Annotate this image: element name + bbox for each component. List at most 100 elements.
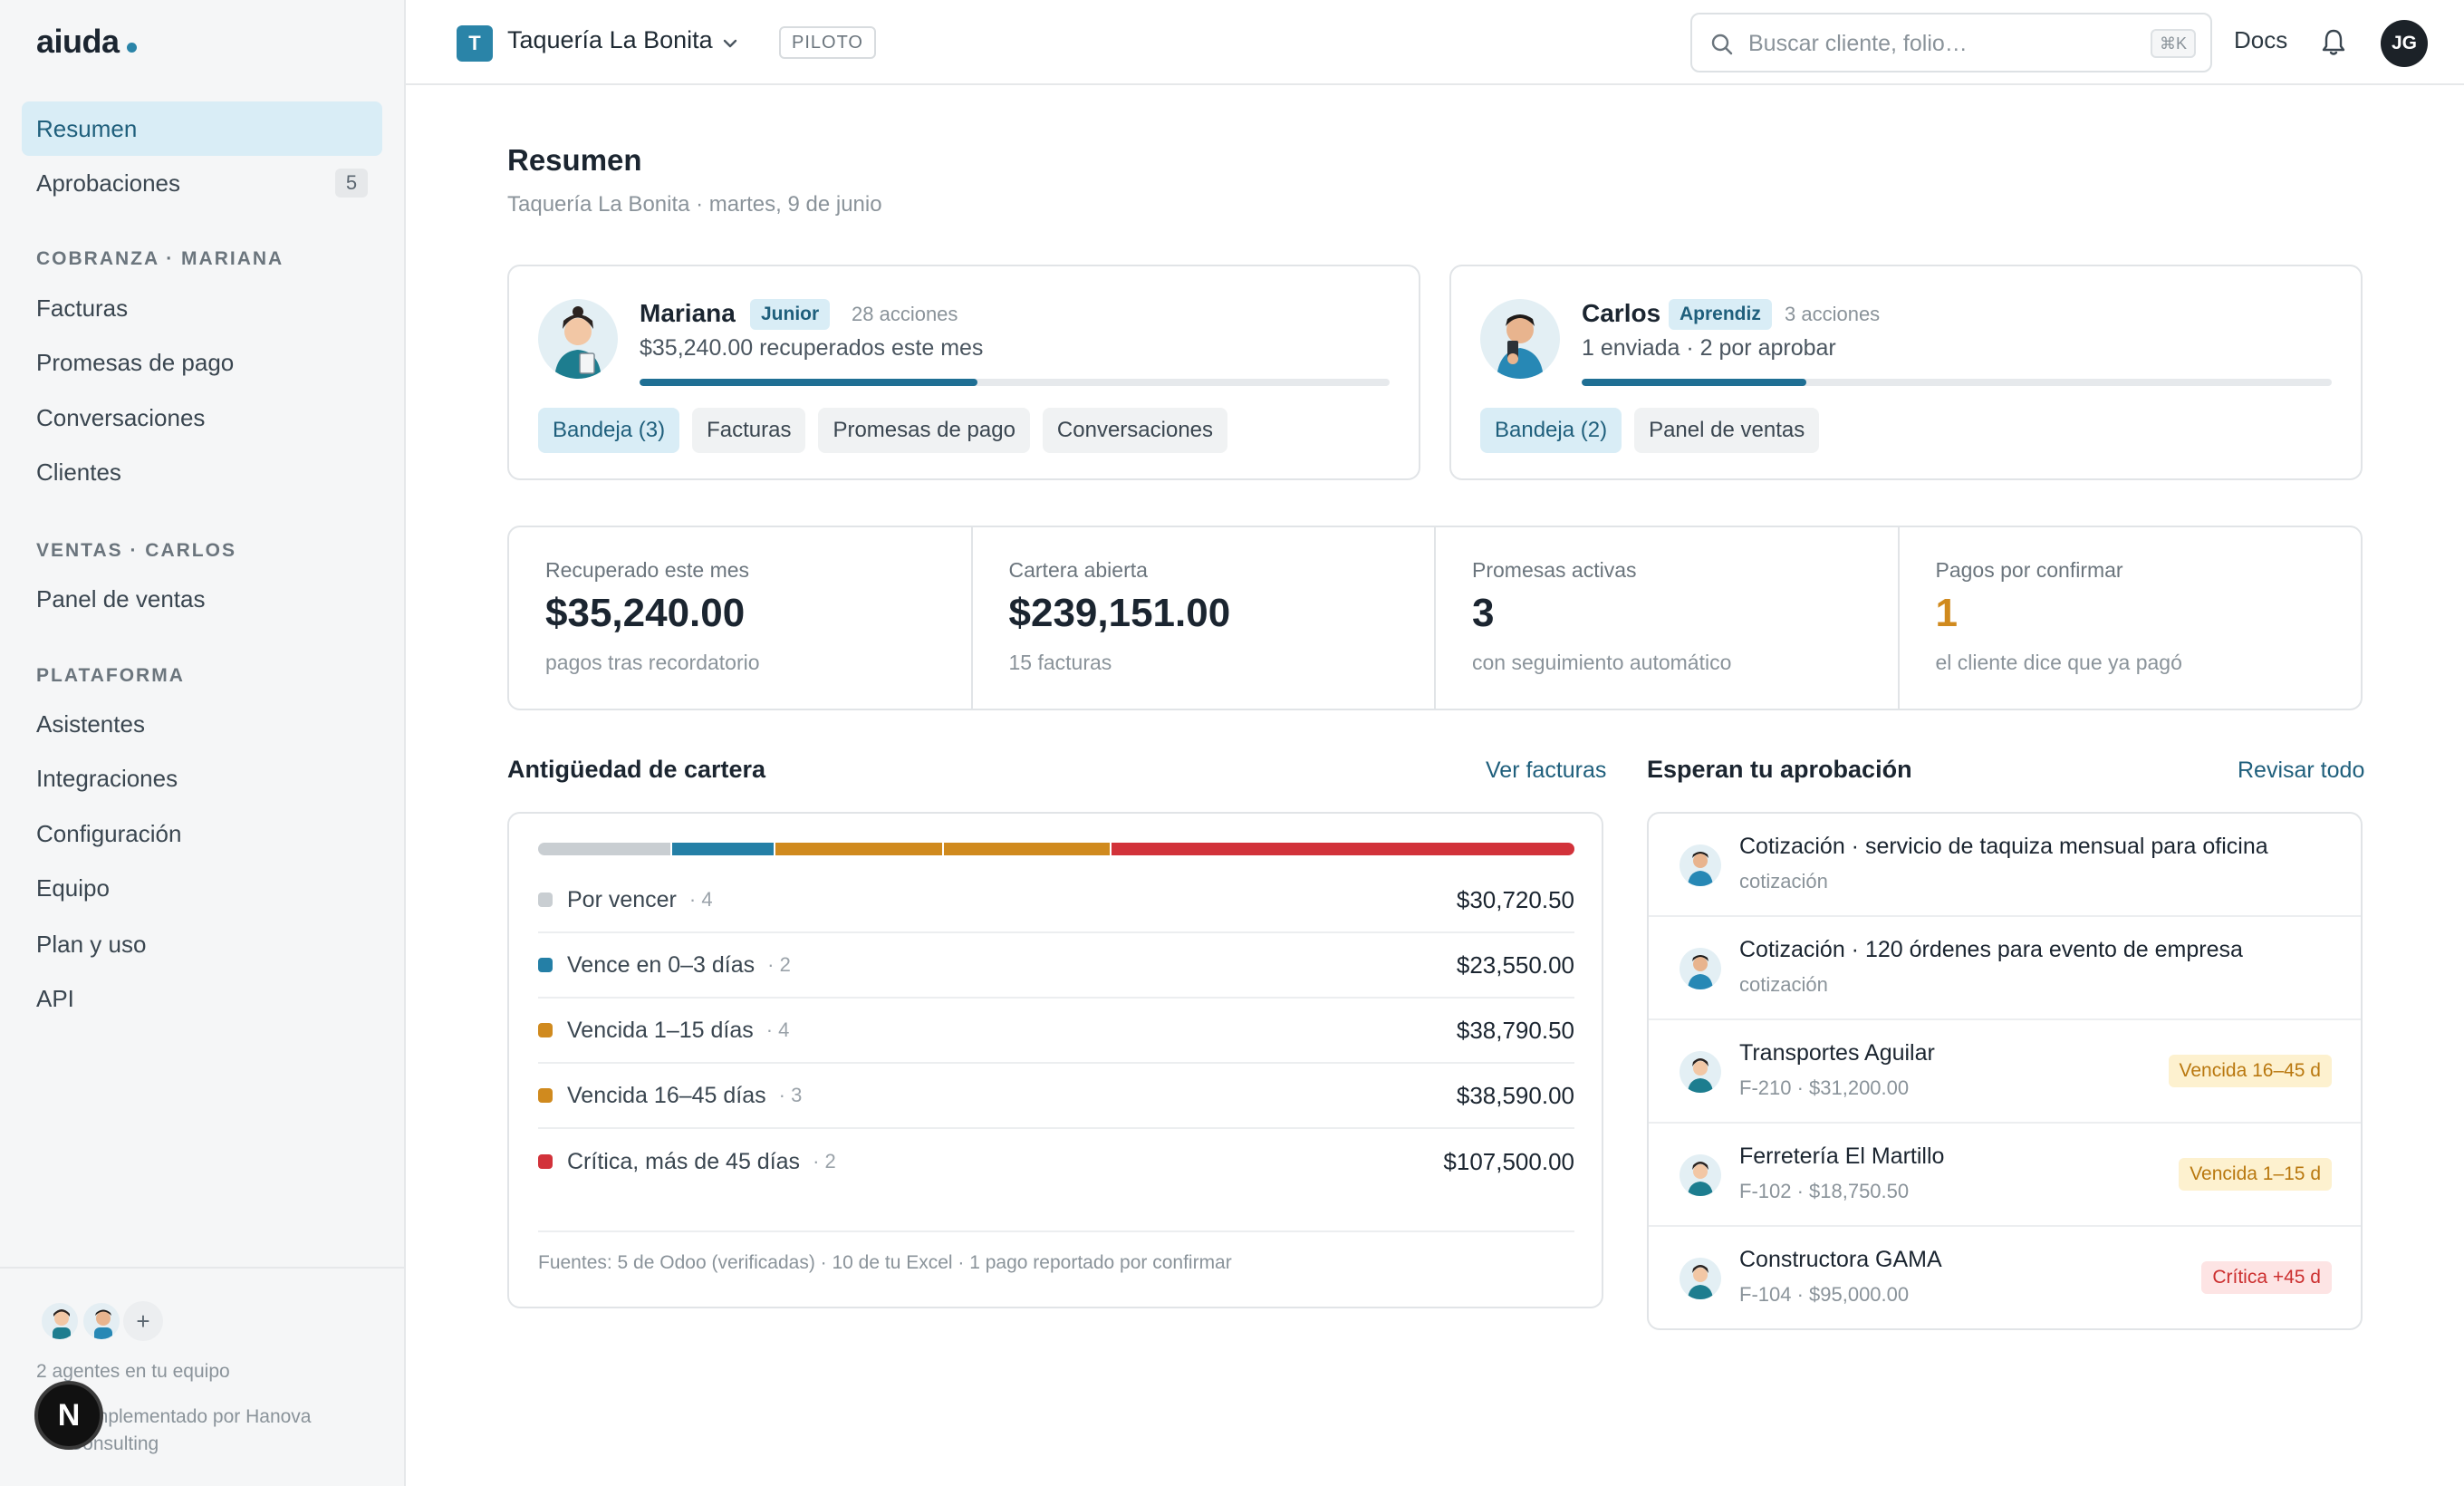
agent-avatar-mariana[interactable] xyxy=(40,1301,80,1341)
chevron-down-icon[interactable] xyxy=(719,33,741,54)
page-title: Resumen xyxy=(507,143,642,177)
keyboard-shortcut: ⌘K xyxy=(2150,29,2196,58)
team-count-text: 2 agentes en tu equipo xyxy=(36,1361,230,1382)
agent-actions-count: 3 acciones xyxy=(1785,303,1881,325)
kpi-label: Promesas activas xyxy=(1472,558,1637,582)
kpi-value: $35,240.00 xyxy=(545,591,746,635)
legend-dot xyxy=(538,893,553,907)
sidebar-item-plan[interactable]: Plan y uso xyxy=(22,917,382,971)
approval-subtitle: F-104 · $95,000.00 xyxy=(1739,1283,1910,1306)
aging-row[interactable]: Vencida 1–15 días · 4 $38,790.50 xyxy=(538,999,1574,1064)
chip-promesas[interactable]: Promesas de pago xyxy=(818,408,1030,453)
sidebar-footer: + 2 agentes en tu equipo Implementado po… xyxy=(0,1267,404,1486)
aging-count: · 3 xyxy=(778,1084,803,1106)
brand-name: aiuda xyxy=(36,23,120,60)
sidebar-item-label: Aprobaciones xyxy=(36,169,180,197)
agent-progress-bar xyxy=(640,379,1390,386)
aging-row[interactable]: Crítica, más de 45 días · 2 $107,500.00 xyxy=(538,1129,1574,1194)
kpi-label: Cartera abierta xyxy=(1008,558,1148,582)
aging-count: · 4 xyxy=(688,888,713,911)
user-avatar[interactable]: JG xyxy=(2381,20,2428,67)
approvals-card: Cotización · servicio de taquiza mensual… xyxy=(1647,812,2363,1330)
approval-item[interactable]: Transportes Aguilar F-210 · $31,200.00 Ven… xyxy=(1649,1020,2361,1124)
brand-dot xyxy=(126,42,137,53)
sidebar-item-api[interactable]: API xyxy=(22,971,382,1026)
sidebar-item-panel-ventas[interactable]: Panel de ventas xyxy=(22,572,382,626)
aging-label: Por vencer xyxy=(567,886,677,912)
sidebar-item-equipo[interactable]: Equipo xyxy=(22,861,382,915)
sidebar-item-facturas[interactable]: Facturas xyxy=(22,281,382,335)
agent-avatar-carlos[interactable] xyxy=(82,1301,121,1341)
bell-icon[interactable] xyxy=(2319,27,2348,58)
approval-subtitle: cotización xyxy=(1739,973,1828,996)
kpi-pagos-por-confirmar: Pagos por confirmar 1 el cliente dice qu… xyxy=(1900,527,2362,709)
search-box[interactable]: ⌘K xyxy=(1690,13,2212,72)
count-badge: 5 xyxy=(335,169,368,198)
section-title-cobranza: COBRANZA · MARIANA xyxy=(36,248,284,269)
aging-row[interactable]: Vencida 16–45 días · 3 $38,590.00 xyxy=(538,1064,1574,1129)
kpi-label: Pagos por confirmar xyxy=(1935,558,2123,582)
section-title-ventas: VENTAS · CARLOS xyxy=(36,540,236,561)
aging-card: Por vencer · 4 $30,720.50 Vence en 0–3 días… xyxy=(507,812,1603,1308)
agent-avatar xyxy=(1680,948,1721,989)
agent-avatar xyxy=(1680,1051,1721,1093)
brand-logo[interactable]: aiuda xyxy=(36,22,137,62)
agent-stat: $35,240.00 recuperados este mes xyxy=(640,335,984,361)
agent-name: Mariana xyxy=(640,299,736,327)
aging-label: Vence en 0–3 días xyxy=(567,951,756,978)
agent-stat: 1 enviada · 2 por aprobar xyxy=(1582,335,1836,361)
status-badge: Vencida 16–45 d xyxy=(2168,1055,2332,1087)
legend-dot xyxy=(538,1154,553,1169)
sidebar-item-label: Promesas de pago xyxy=(36,348,235,376)
dev-tools-badge[interactable]: N xyxy=(34,1381,103,1450)
sidebar-item-label: Integraciones xyxy=(36,764,178,792)
legend-dot xyxy=(538,1088,553,1103)
revisar-todo-link[interactable]: Revisar todo xyxy=(2238,757,2365,783)
workspace-icon[interactable]: T xyxy=(457,25,493,62)
sidebar-item-clientes[interactable]: Clientes xyxy=(22,445,382,499)
approval-subtitle: F-210 · $31,200.00 xyxy=(1739,1076,1910,1099)
sidebar-item-promesas[interactable]: Promesas de pago xyxy=(22,335,382,390)
docs-link[interactable]: Docs xyxy=(2234,26,2288,53)
sidebar-item-asistentes[interactable]: Asistentes xyxy=(22,697,382,751)
sidebar-item-label: Resumen xyxy=(36,114,138,142)
approval-title: Constructora GAMA xyxy=(1739,1247,1942,1272)
aging-amount: $38,590.00 xyxy=(1456,1081,1574,1109)
aging-row[interactable]: Por vencer · 4 $30,720.50 xyxy=(538,868,1574,933)
chip-facturas[interactable]: Facturas xyxy=(692,408,806,453)
kpi-recuperado: Recuperado este mes $35,240.00 pagos tra… xyxy=(509,527,973,709)
kpi-note: el cliente dice que ya pagó xyxy=(1935,651,2182,674)
sidebar-item-configuracion[interactable]: Configuración xyxy=(22,806,382,861)
sidebar-item-label: Asistentes xyxy=(36,709,145,738)
kpi-cartera-abierta: Cartera abierta $239,151.00 15 facturas xyxy=(973,527,1436,709)
agent-progress-fill xyxy=(640,379,977,386)
approval-item[interactable]: Constructora GAMA F-104 · $95,000.00 Críti… xyxy=(1649,1227,2361,1328)
sidebar-item-resumen[interactable]: Resumen xyxy=(22,101,382,156)
chip-bandeja[interactable]: Bandeja (2) xyxy=(1480,408,1622,453)
sidebar-item-conversaciones[interactable]: Conversaciones xyxy=(22,391,382,445)
sidebar-item-integraciones[interactable]: Integraciones xyxy=(22,751,382,806)
ver-facturas-link[interactable]: Ver facturas xyxy=(1486,757,1607,783)
sidebar-item-label: Clientes xyxy=(36,458,121,486)
approval-item[interactable]: Cotización · servicio de taquiza mensual… xyxy=(1649,814,2361,917)
kpi-promesas-activas: Promesas activas 3 con seguimiento autom… xyxy=(1436,527,1900,709)
chip-bandeja[interactable]: Bandeja (3) xyxy=(538,408,680,453)
approval-item[interactable]: Ferretería El Martillo F-102 · $18,750.50… xyxy=(1649,1124,2361,1227)
workspace-name[interactable]: Taquería La Bonita xyxy=(507,26,713,53)
legend-dot xyxy=(538,958,553,972)
approval-item[interactable]: Cotización · 120 órdenes para evento de … xyxy=(1649,917,2361,1020)
kpi-note: pagos tras recordatorio xyxy=(545,651,760,674)
top-bar: T Taquería La Bonita PILOTO ⌘K Docs JG xyxy=(406,0,2464,85)
aging-label: Vencida 16–45 días xyxy=(567,1082,766,1108)
chip-conversaciones[interactable]: Conversaciones xyxy=(1042,408,1228,453)
aging-row[interactable]: Vence en 0–3 días · 2 $23,550.00 xyxy=(538,933,1574,999)
chip-panel-ventas[interactable]: Panel de ventas xyxy=(1634,408,1820,453)
agent-actions-count: 28 acciones xyxy=(852,303,958,325)
divider xyxy=(538,1230,1574,1232)
approval-title: Cotización · 120 órdenes para evento de … xyxy=(1739,937,2243,962)
add-agent-button[interactable]: + xyxy=(123,1301,163,1341)
sidebar-item-aprobaciones[interactable]: Aprobaciones 5 xyxy=(22,156,382,210)
approval-title: Transportes Aguilar xyxy=(1739,1040,1935,1066)
sidebar-item-label: API xyxy=(36,984,74,1012)
search-input[interactable] xyxy=(1748,27,2129,60)
